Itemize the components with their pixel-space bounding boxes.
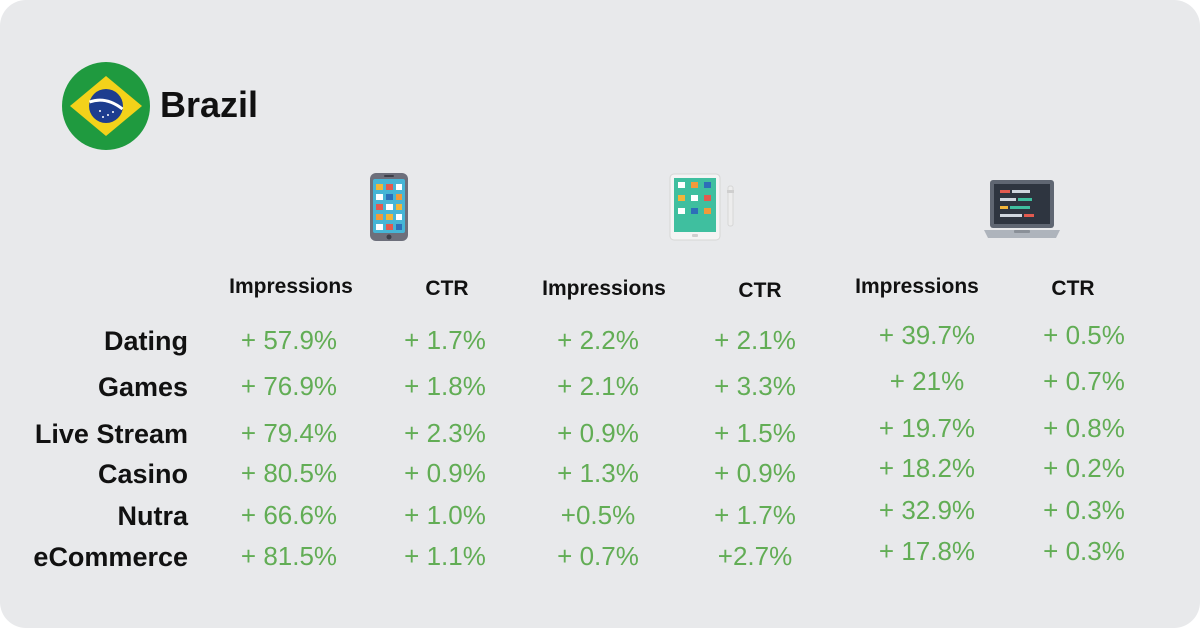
row-label-live-stream: Live Stream <box>34 419 188 449</box>
value-cell: + 1.7% <box>404 325 486 355</box>
value-cell: + 1.7% <box>714 500 796 530</box>
value-cell: + 0.2% <box>1043 453 1125 483</box>
column-header-ctr-3: CTR <box>738 279 782 302</box>
value-cell: + 39.7% <box>878 320 976 350</box>
column-header-impressions-0: Impressions <box>229 275 353 298</box>
value-cell: + 19.7% <box>878 413 976 443</box>
value-cell: + 0.7% <box>557 541 639 571</box>
row-label-nutra: Nutra <box>117 501 188 531</box>
column-header-ctr-1: CTR <box>425 277 469 300</box>
value-cell: +0.5% <box>560 500 636 530</box>
value-cell: + 2.3% <box>404 418 486 448</box>
value-cell: + 32.9% <box>878 495 976 525</box>
value-cell: + 57.9% <box>240 325 338 355</box>
value-cell: + 81.5% <box>240 541 338 571</box>
value-cell: + 1.0% <box>404 500 486 530</box>
country-name: Brazil <box>160 84 259 125</box>
value-cell: + 18.2% <box>878 453 976 483</box>
value-cell: +2.7% <box>717 541 793 571</box>
value-cell: + 0.7% <box>1043 366 1125 396</box>
value-cell: + 79.4% <box>240 418 338 448</box>
column-header-impressions-2: Impressions <box>542 277 666 300</box>
value-cell: + 2.1% <box>557 371 639 401</box>
row-label-casino: Casino <box>97 459 188 489</box>
row-label-ecommerce: eCommerce <box>33 542 188 572</box>
value-cell: + 0.3% <box>1043 495 1125 525</box>
tablet-icon <box>669 173 734 241</box>
value-cell: + 2.1% <box>714 325 796 355</box>
value-cell: + 0.9% <box>404 458 486 488</box>
value-cell: + 0.5% <box>1043 320 1125 350</box>
smartphone-icon <box>370 173 408 241</box>
value-cell: + 1.1% <box>404 541 486 571</box>
value-cell: + 21% <box>889 366 965 396</box>
row-label-games: Games <box>97 372 188 402</box>
value-cell: + 66.6% <box>240 500 338 530</box>
value-cell: + 3.3% <box>714 371 796 401</box>
value-cell: + 1.8% <box>404 371 486 401</box>
row-label-dating: Dating <box>104 326 188 356</box>
value-cell: + 80.5% <box>240 458 338 488</box>
value-cell: + 2.2% <box>557 325 639 355</box>
laptop-icon <box>984 180 1060 238</box>
value-cell: + 0.9% <box>557 418 639 448</box>
value-cell: + 0.9% <box>714 458 796 488</box>
brazil-flag-icon <box>62 62 150 150</box>
value-cell: + 17.8% <box>878 536 976 566</box>
value-cell: + 0.8% <box>1043 413 1125 443</box>
value-cell: + 1.5% <box>714 418 796 448</box>
value-cell: + 0.3% <box>1043 536 1125 566</box>
value-cell: + 1.3% <box>557 458 639 488</box>
column-header-impressions-4: Impressions <box>855 275 979 298</box>
value-cell: + 76.9% <box>240 371 338 401</box>
column-header-ctr-5: CTR <box>1051 277 1095 300</box>
